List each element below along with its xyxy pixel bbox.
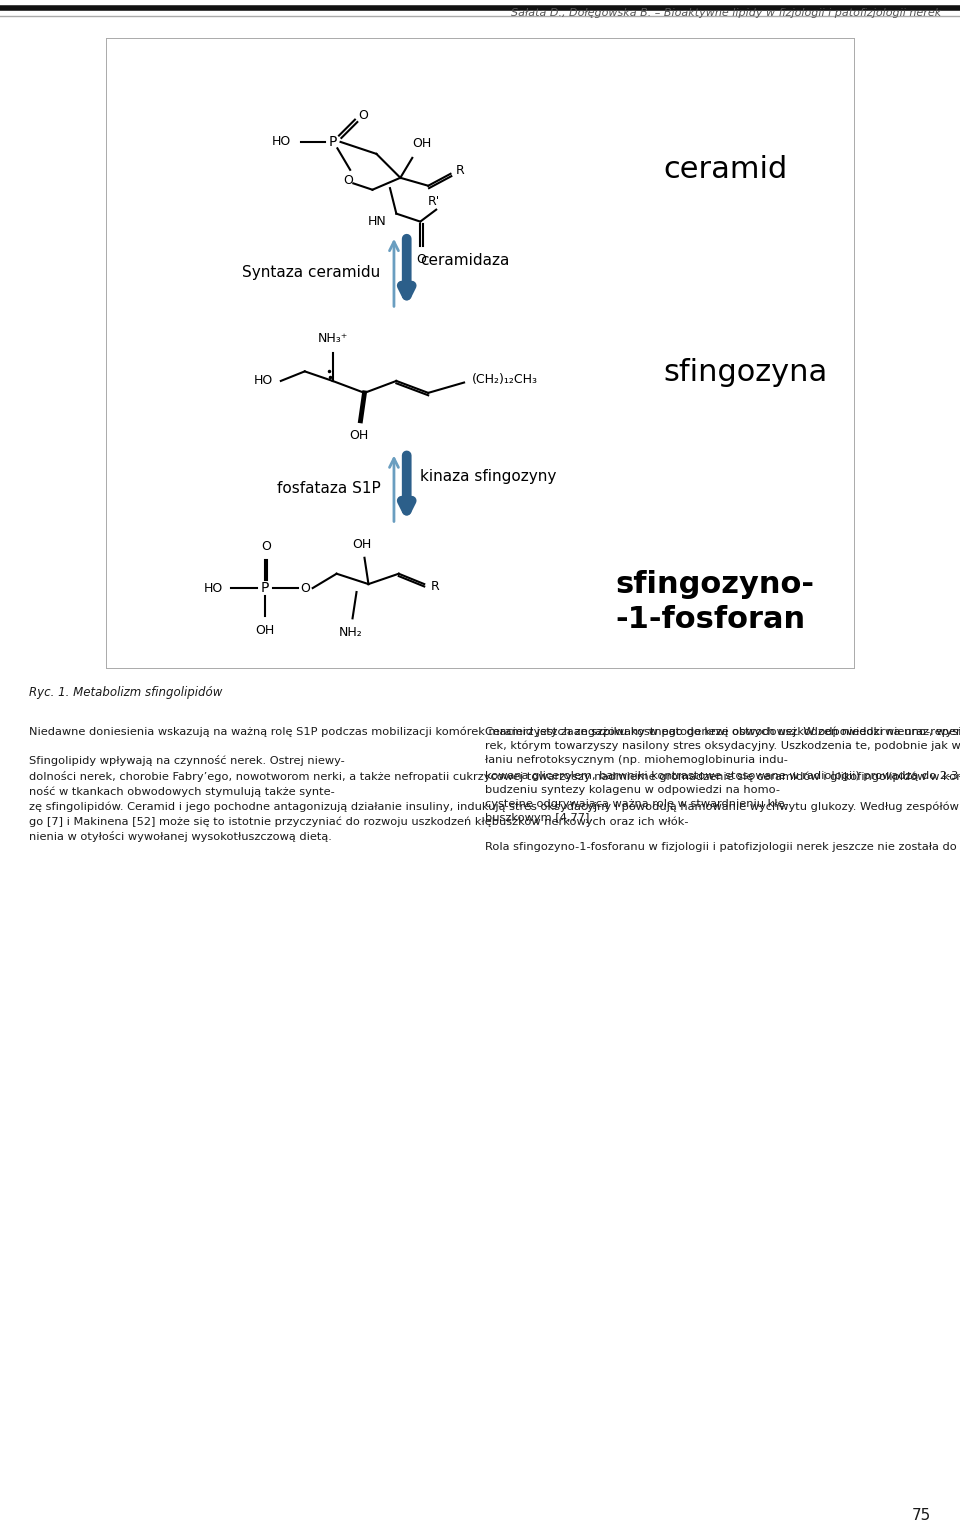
Text: P: P: [261, 582, 269, 596]
Text: (CH₂)₁₂CH₃: (CH₂)₁₂CH₃: [472, 373, 538, 385]
Text: Syntaza ceramidu: Syntaza ceramidu: [242, 266, 380, 279]
Text: Ryc. 1. Metabolizm sfingolipidów: Ryc. 1. Metabolizm sfingolipidów: [29, 686, 222, 698]
Text: OH: OH: [412, 137, 432, 150]
Text: HO: HO: [253, 375, 273, 387]
Text: Ceramid jest zaangażowany w patogenezę ostrych uszkodzeń niedokrwienno-reperfuzy: Ceramid jest zaangażowany w patogenezę o…: [485, 726, 960, 852]
Text: ceramid: ceramid: [663, 155, 787, 184]
Text: kinaza sfingozyny: kinaza sfingozyny: [420, 470, 557, 484]
Text: Sałata D., Dołęgowska B. – Bioaktywne lipidy w fizjologii i patofizjologii nerek: Sałata D., Dołęgowska B. – Bioaktywne li…: [511, 8, 941, 18]
Text: O: O: [358, 109, 368, 123]
Text: OH: OH: [352, 537, 372, 551]
Text: O: O: [300, 582, 310, 594]
Text: O: O: [261, 540, 271, 553]
Text: P: P: [328, 135, 337, 149]
Text: OH: OH: [255, 623, 275, 637]
Text: sfingozyno-: sfingozyno-: [615, 569, 814, 599]
Text: HN: HN: [368, 215, 387, 229]
Text: HO: HO: [204, 582, 224, 594]
Text: ceramidaza: ceramidaza: [420, 253, 510, 269]
Text: -1-fosforan: -1-fosforan: [615, 605, 805, 634]
Text: HO: HO: [272, 135, 291, 149]
Text: NH₂: NH₂: [338, 626, 362, 639]
Text: R: R: [431, 580, 440, 593]
Text: OH: OH: [349, 428, 369, 442]
Text: NH₃⁺: NH₃⁺: [318, 332, 348, 345]
Text: fosfataza S1P: fosfataza S1P: [276, 480, 380, 496]
Text: sfingozyna: sfingozyna: [663, 359, 828, 387]
Text: R': R': [428, 195, 441, 209]
Text: 75: 75: [912, 1507, 931, 1523]
Text: O: O: [344, 173, 353, 187]
Text: Niedawne doniesienia wskazują na ważną rolę S1P podczas mobilizacji komórek maci: Niedawne doniesienia wskazują na ważną r…: [29, 726, 960, 843]
Text: O: O: [416, 253, 426, 267]
Text: R: R: [456, 164, 465, 177]
